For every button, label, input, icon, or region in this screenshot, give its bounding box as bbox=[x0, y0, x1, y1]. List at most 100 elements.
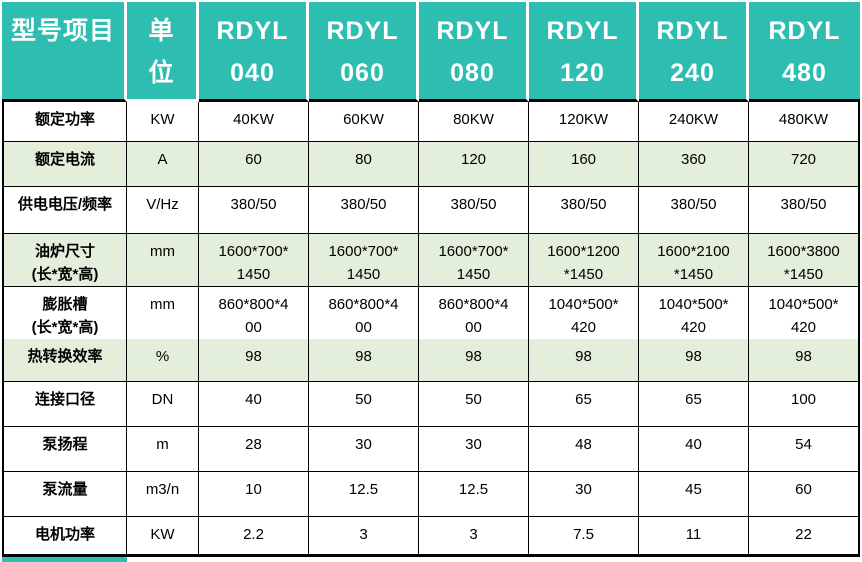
spec-value: 860*800*4 00 bbox=[199, 287, 309, 340]
model-number: 040 bbox=[230, 59, 275, 87]
unit-value: m bbox=[127, 427, 199, 472]
header-model-col-120: RDYL 120 bbox=[529, 2, 639, 102]
spec-value: 28 bbox=[199, 427, 309, 472]
spec-value: 11 bbox=[639, 517, 749, 557]
unit-value: m3/n bbox=[127, 472, 199, 517]
spec-value: 3 bbox=[419, 517, 529, 557]
spec-value: 65 bbox=[639, 382, 749, 427]
spec-value: 98 bbox=[529, 339, 639, 382]
spec-value: 7.5 bbox=[529, 517, 639, 557]
table-row: 油炉尺寸 (长*宽*高) mm 1600*700* 1450 1600*700* 145… bbox=[2, 234, 860, 287]
header-unit-line1: 单 bbox=[148, 17, 175, 45]
spec-value: 1040*500* 420 bbox=[529, 287, 639, 340]
spec-value: 1040*500* 420 bbox=[749, 287, 860, 340]
spec-value: 380/50 bbox=[529, 187, 639, 234]
spec-value: 98 bbox=[749, 339, 860, 382]
spec-value: 12.5 bbox=[309, 472, 419, 517]
spec-value: 60KW bbox=[309, 102, 419, 142]
spec-value: 40 bbox=[639, 427, 749, 472]
spec-value: 380/50 bbox=[639, 187, 749, 234]
row-sublabel: (长*宽*高) bbox=[31, 319, 99, 336]
spec-value: 380/50 bbox=[749, 187, 860, 234]
row-sublabel: (长*宽*高) bbox=[31, 266, 99, 283]
spec-value: 60 bbox=[749, 472, 860, 517]
spec-value: 240KW bbox=[639, 102, 749, 142]
model-number: 120 bbox=[560, 59, 605, 87]
spec-value: 40KW bbox=[199, 102, 309, 142]
spec-value: 360 bbox=[639, 142, 749, 187]
spec-value: 98 bbox=[419, 339, 529, 382]
spec-value: 10 bbox=[199, 472, 309, 517]
unit-value: A bbox=[127, 142, 199, 187]
row-label-cell: 供电电压/频率 bbox=[2, 187, 127, 234]
spec-value: 98 bbox=[639, 339, 749, 382]
spec-value: 12.5 bbox=[419, 472, 529, 517]
spec-value: 22 bbox=[749, 517, 860, 557]
header-model-col-080: RDYL 080 bbox=[419, 2, 529, 102]
spec-value: 45 bbox=[639, 472, 749, 517]
model-number: 060 bbox=[340, 59, 385, 87]
spec-value: 80KW bbox=[419, 102, 529, 142]
row-label-cell: 泵流量 bbox=[2, 472, 127, 517]
spec-value: 65 bbox=[529, 382, 639, 427]
spec-value: 1600*1200 *1450 bbox=[529, 234, 639, 287]
row-label-cell: 电机功率 bbox=[2, 517, 127, 557]
row-label: 连接口径 bbox=[34, 391, 95, 408]
unit-value: KW bbox=[127, 102, 199, 142]
unit-value: mm bbox=[127, 234, 199, 287]
model-prefix: RDYL bbox=[546, 17, 619, 45]
table-row: 膨胀槽 (长*宽*高) mm 860*800*4 00 860*800*4 00 860*… bbox=[2, 287, 860, 340]
spec-value: 60 bbox=[199, 142, 309, 187]
spec-value: 2.2 bbox=[199, 517, 309, 557]
spec-value: 54 bbox=[749, 427, 860, 472]
model-prefix: RDYL bbox=[656, 17, 729, 45]
row-label: 膨胀槽 bbox=[42, 296, 88, 313]
row-label-cell: 连接口径 bbox=[2, 382, 127, 427]
row-label-cell: 泵扬程 bbox=[2, 427, 127, 472]
model-prefix: RDYL bbox=[326, 17, 399, 45]
table-row: 泵流量 m3/n 10 12.5 12.5 30 45 60 bbox=[2, 472, 860, 517]
unit-value: % bbox=[127, 339, 199, 382]
model-number: 480 bbox=[782, 59, 827, 87]
spec-value: 860*800*4 00 bbox=[419, 287, 529, 340]
spec-value: 98 bbox=[309, 339, 419, 382]
spec-value: 40 bbox=[199, 382, 309, 427]
spec-value: 120KW bbox=[529, 102, 639, 142]
model-prefix: RDYL bbox=[216, 17, 289, 45]
row-label: 电机功率 bbox=[34, 526, 95, 543]
table-row: 连接口径 DN 40 50 50 65 65 100 bbox=[2, 382, 860, 427]
header-model-col-480: RDYL 480 bbox=[749, 2, 860, 102]
model-prefix: RDYL bbox=[768, 17, 841, 45]
row-label: 油炉尺寸 bbox=[34, 243, 95, 260]
row-label-cell: 热转换效率 bbox=[2, 339, 127, 382]
row-label: 泵扬程 bbox=[42, 436, 88, 453]
unit-value: KW bbox=[127, 517, 199, 557]
spec-value: 1600*3800 *1450 bbox=[749, 234, 860, 287]
row-label: 供电电压/频率 bbox=[17, 196, 113, 213]
row-label-cell: 膨胀槽 (长*宽*高) bbox=[2, 287, 127, 340]
spec-value: 80 bbox=[309, 142, 419, 187]
row-label: 额定功率 bbox=[34, 111, 95, 128]
header-item-label: 型号项目 bbox=[10, 17, 115, 45]
model-prefix: RDYL bbox=[436, 17, 509, 45]
unit-value: mm bbox=[127, 287, 199, 340]
table-row: 供电电压/频率 V/Hz 380/50 380/50 380/50 380/50 380/5… bbox=[2, 187, 860, 234]
spec-value: 1600*700* 1450 bbox=[199, 234, 309, 287]
spec-value: 380/50 bbox=[309, 187, 419, 234]
header-model-col-060: RDYL 060 bbox=[309, 2, 419, 102]
spec-value: 1600*700* 1450 bbox=[309, 234, 419, 287]
spec-value: 30 bbox=[419, 427, 529, 472]
spec-value: 48 bbox=[529, 427, 639, 472]
row-label-cell: 油炉尺寸 (长*宽*高) bbox=[2, 234, 127, 287]
spec-value: 30 bbox=[529, 472, 639, 517]
spec-value: 720 bbox=[749, 142, 860, 187]
spec-value: 98 bbox=[199, 339, 309, 382]
spec-value: 100 bbox=[749, 382, 860, 427]
header-item-col: 型号项目 bbox=[2, 2, 127, 102]
spec-value: 1600*700* 1450 bbox=[419, 234, 529, 287]
unit-value: V/Hz bbox=[127, 187, 199, 234]
unit-value: DN bbox=[127, 382, 199, 427]
spec-value: 50 bbox=[309, 382, 419, 427]
row-label: 额定电流 bbox=[34, 151, 95, 168]
